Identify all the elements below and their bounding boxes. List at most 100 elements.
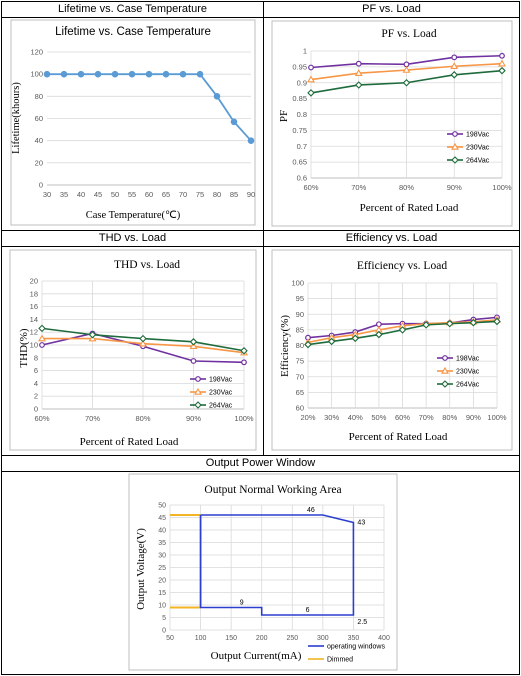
y-tick-label: 16: [30, 302, 38, 311]
y-tick-label: 0.9: [297, 78, 307, 87]
data-point: [499, 52, 505, 59]
data-point: [189, 338, 198, 346]
cell-title-eff: Efficiency vs. Load: [264, 231, 519, 247]
y-tick-label: 60: [296, 404, 304, 413]
data-point: [304, 340, 312, 349]
y-tick-label: 6: [34, 366, 38, 375]
x-tick-label: 35: [60, 190, 68, 199]
y-tick-label: 0.75: [292, 126, 307, 135]
chart-eff: Efficiency vs. Load 60 65 70 75 80 85 90 95 100 20…: [271, 249, 513, 451]
chart-thd: THD vs. Load 0 2 4 6 8 10 12 14 16 18 20 60% 70% 80% 90…: [9, 249, 257, 451]
x-tick-label: 30%: [324, 413, 339, 422]
y-tick-label: 40: [35, 136, 43, 145]
data-point: [307, 75, 315, 83]
y-tick-label: 40: [158, 528, 166, 535]
legend-label: 198Vac: [456, 356, 480, 363]
data-point: [403, 61, 410, 68]
y-tick-label: 85: [296, 325, 304, 334]
y-tick-label: 10: [158, 603, 166, 610]
y-tick-label: 100: [30, 70, 43, 79]
data-point: [189, 342, 198, 350]
legend-label: 198Vac: [209, 377, 233, 384]
data-point: [308, 64, 314, 71]
x-tick-label: 70: [179, 190, 187, 199]
y-tick-label: 14: [30, 315, 38, 324]
x-tick-label: 60%: [303, 183, 318, 192]
x-tick-label: 20%: [300, 413, 315, 422]
x-tick-label: 50: [166, 635, 174, 642]
chart-title: Efficiency vs. Load: [357, 260, 447, 272]
x-tick-label: 100%: [487, 413, 507, 422]
x-tick-label: 80: [213, 190, 221, 199]
y-tick-label: 20: [158, 578, 166, 585]
data-point: [43, 70, 51, 78]
data-point: [498, 66, 506, 75]
data-point: [493, 317, 501, 326]
legend-marker: [452, 131, 458, 137]
legend-label: operating windows: [327, 644, 385, 651]
cell-title-opw: Output Power Window: [2, 456, 519, 472]
y-tick-label: 0.85: [292, 94, 307, 103]
y-tick-label: 4: [34, 379, 38, 388]
legend-label: 264Vac: [209, 403, 233, 410]
cell-pf: PF vs. Load PF vs. Load 0.6 0.65 0.7 0.75 0.8…: [263, 1, 520, 231]
x-tick-label: 50: [111, 190, 119, 199]
y-tick-label: 0: [34, 405, 38, 414]
data-point: [422, 321, 430, 329]
data-point: [39, 342, 45, 348]
y-tick-label: 80: [35, 92, 43, 101]
chart-title: PF vs. Load: [381, 28, 437, 40]
x-tick-label: 70%: [351, 183, 366, 192]
data-point: [402, 65, 411, 73]
y-axis-title: PF: [278, 110, 290, 122]
y-tick-label: 5: [162, 615, 166, 622]
chart-frame: [128, 473, 398, 671]
y-tick-label: 25: [158, 565, 166, 572]
data-point: [139, 339, 147, 347]
data-point: [240, 346, 248, 355]
x-tick-label: 90%: [186, 414, 201, 423]
chart-lifetime: Lifetime vs. Case Temperature 0 20 40 60 80 10…: [10, 19, 256, 226]
data-point: [355, 60, 362, 67]
y-tick-label: 20: [30, 277, 38, 286]
x-tick-label: 300: [317, 635, 329, 642]
cell-thd: THD vs. Load THD vs. Load 0 2 4 6 8 10 12 14 16 18…: [1, 230, 264, 456]
data-point: [498, 59, 506, 67]
y-tick-label: 70: [296, 372, 304, 381]
y-tick-label: 95: [296, 294, 304, 303]
y-tick-label: 45: [158, 515, 166, 522]
legend-label: 230Vac: [466, 145, 490, 152]
x-tick-label: 40%: [348, 413, 363, 422]
data-point: [445, 319, 454, 328]
legend-marker: [442, 355, 448, 361]
chart-title: Lifetime vs. Case Temperature: [55, 26, 211, 38]
y-tick-label: 0: [39, 181, 43, 190]
y-axis-title: Output Voltage(V): [135, 528, 147, 610]
chart-title: THD vs. Load: [114, 259, 180, 271]
x-tick-label: 55: [128, 190, 136, 199]
legend-marker: [451, 142, 459, 150]
y-tick-label: 0.7: [297, 142, 307, 151]
x-tick-label: 60%: [34, 414, 49, 423]
y-tick-label: 100: [291, 279, 304, 288]
x-tick-label: 100: [195, 635, 207, 642]
cell-eff: Efficiency vs. Load Efficiency vs. Load 6…: [263, 230, 520, 456]
x-tick-label: 60%: [395, 413, 410, 422]
data-point: [162, 70, 170, 78]
x-tick-label: 65: [162, 190, 170, 199]
legend-label: 230Vac: [209, 390, 233, 397]
x-axis-title: Case Temperature(℃): [86, 210, 181, 221]
y-axis-title: Efficiency(%): [279, 315, 291, 377]
data-point: [398, 326, 407, 334]
annotation-label: 46: [307, 507, 315, 514]
data-point: [60, 70, 68, 78]
y-axis-title: Lifetime(khours): [11, 82, 22, 154]
legend-marker: [194, 387, 202, 395]
data-point: [213, 93, 221, 100]
y-tick-label: 50: [158, 503, 166, 510]
x-tick-label: 90%: [466, 413, 481, 422]
legend-label: 264Vac: [466, 158, 490, 165]
y-tick-label: 90: [296, 310, 304, 319]
data-point: [196, 70, 204, 78]
x-tick-label: 350: [348, 635, 360, 642]
